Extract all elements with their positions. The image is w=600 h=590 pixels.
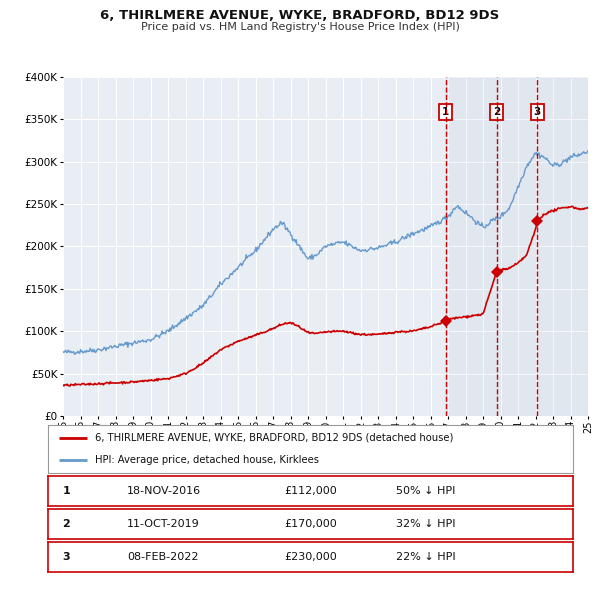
Text: 1: 1 (442, 107, 449, 117)
Text: 2: 2 (62, 519, 70, 529)
Text: Price paid vs. HM Land Registry's House Price Index (HPI): Price paid vs. HM Land Registry's House … (140, 22, 460, 32)
Text: 22% ↓ HPI: 22% ↓ HPI (396, 552, 456, 562)
Text: 50% ↓ HPI: 50% ↓ HPI (397, 486, 455, 496)
Text: £170,000: £170,000 (284, 519, 337, 529)
Text: HPI: Average price, detached house, Kirklees: HPI: Average price, detached house, Kirk… (95, 455, 319, 465)
Text: 3: 3 (534, 107, 541, 117)
Text: 3: 3 (62, 552, 70, 562)
Text: 6, THIRLMERE AVENUE, WYKE, BRADFORD, BD12 9DS: 6, THIRLMERE AVENUE, WYKE, BRADFORD, BD1… (100, 9, 500, 22)
Text: £112,000: £112,000 (284, 486, 337, 496)
Text: 18-NOV-2016: 18-NOV-2016 (127, 486, 200, 496)
Text: £230,000: £230,000 (284, 552, 337, 562)
Bar (446, 77, 588, 416)
Text: 2: 2 (493, 107, 500, 117)
Text: 08-FEB-2022: 08-FEB-2022 (128, 552, 199, 562)
Text: 32% ↓ HPI: 32% ↓ HPI (396, 519, 456, 529)
Text: 1: 1 (62, 486, 70, 496)
Text: 6, THIRLMERE AVENUE, WYKE, BRADFORD, BD12 9DS (detached house): 6, THIRLMERE AVENUE, WYKE, BRADFORD, BD1… (95, 433, 454, 443)
Text: 11-OCT-2019: 11-OCT-2019 (127, 519, 200, 529)
